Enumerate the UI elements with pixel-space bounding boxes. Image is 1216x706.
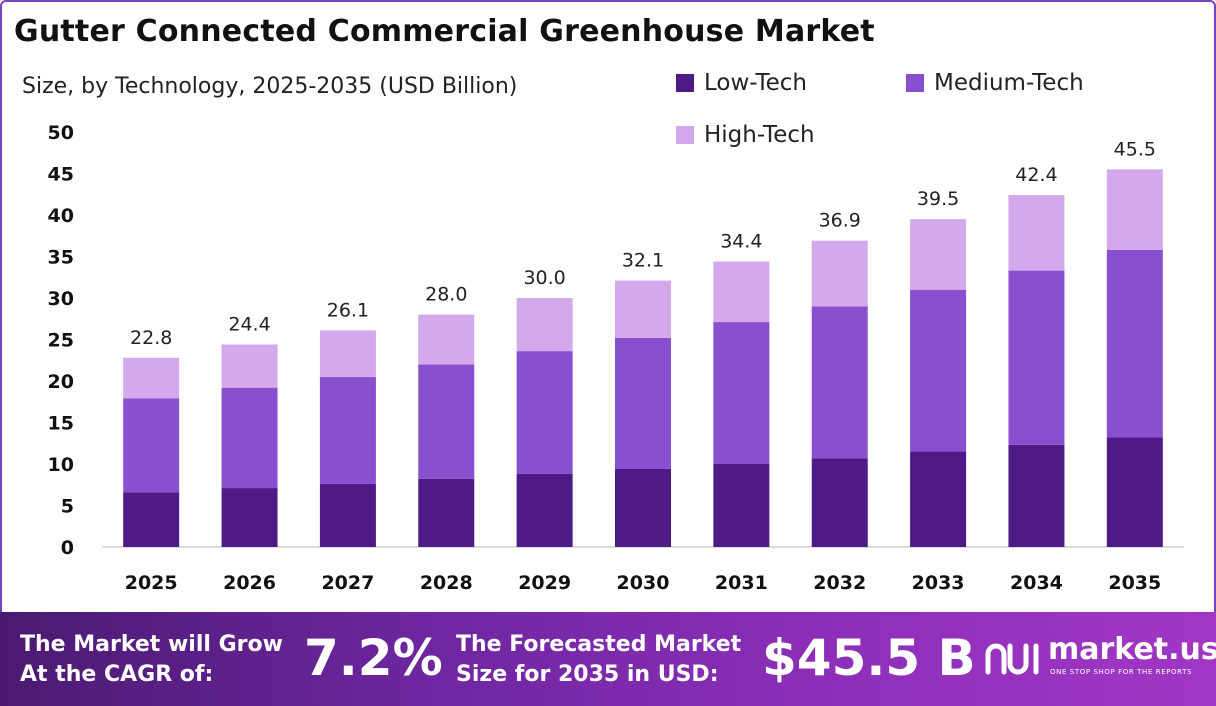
legend-swatch-low-tech — [676, 74, 694, 92]
legend-swatch-medium-tech — [906, 74, 924, 92]
x-tick-label: 2033 — [912, 572, 965, 594]
bar-segment-high-tech — [615, 280, 671, 338]
cagr-label: The Market will Grow At the CAGR of: — [20, 630, 283, 690]
bar-total-label: 36.9 — [819, 210, 861, 232]
bar-segment-high-tech — [418, 314, 475, 365]
legend-item-high-tech: High-Tech — [676, 122, 815, 148]
bar-total-label: 42.4 — [1015, 164, 1057, 186]
bar-segment-high-tech — [516, 298, 573, 352]
cagr-label-line2: At the CAGR of: — [20, 662, 214, 687]
bar-segment-medium-tech — [516, 351, 573, 474]
bar-segment-medium-tech — [713, 322, 770, 464]
bar-segment-low-tech — [516, 473, 573, 547]
x-tick-label: 2027 — [321, 572, 374, 594]
y-tick-label: 20 — [48, 371, 74, 393]
forecast-label-line2: Size for 2035 in USD: — [456, 662, 719, 687]
stacked-bar-chart: 0510152025303540455022.8202524.4202626.1… — [48, 122, 1184, 594]
bar-segment-medium-tech — [319, 376, 376, 484]
bar-segment-low-tech — [1008, 444, 1065, 547]
y-tick-label: 45 — [48, 164, 74, 186]
bar-segment-medium-tech — [811, 306, 868, 459]
y-tick-label: 0 — [61, 537, 74, 559]
y-tick-label: 40 — [48, 205, 74, 227]
y-tick-label: 35 — [48, 247, 74, 269]
bar-segment-low-tech — [418, 478, 475, 547]
y-tick-label: 30 — [48, 288, 74, 310]
market-us-logo-icon — [985, 643, 1039, 675]
y-tick-label: 15 — [48, 413, 74, 435]
x-tick-label: 2028 — [420, 572, 473, 594]
bar-segment-low-tech — [1106, 437, 1163, 547]
bar-segment-low-tech — [615, 468, 671, 547]
bar-total-label: 45.5 — [1114, 138, 1156, 160]
legend-item-medium-tech: Medium-Tech — [906, 70, 1084, 96]
x-tick-label: 2026 — [223, 572, 276, 594]
bar-total-label: 28.0 — [425, 284, 467, 306]
legend-item-low-tech: Low-Tech — [676, 70, 807, 96]
cagr-label-line1: The Market will Grow — [20, 632, 283, 657]
forecast-label-line1: The Forecasted Market — [456, 632, 742, 657]
bar-total-label: 32.1 — [622, 250, 664, 272]
bar-segment-high-tech — [1008, 195, 1065, 271]
y-tick-label: 50 — [48, 122, 74, 144]
x-tick-label: 2034 — [1010, 572, 1063, 594]
bar-segment-high-tech — [811, 240, 868, 307]
bar-segment-medium-tech — [1106, 249, 1163, 438]
bar-segment-high-tech — [910, 219, 967, 290]
cagr-value: 7.2% — [304, 629, 443, 687]
bar-segment-low-tech — [910, 451, 967, 547]
bar-segment-medium-tech — [1008, 270, 1065, 445]
legend-label-low-tech: Low-Tech — [704, 70, 807, 96]
chart-subtitle: Size, by Technology, 2025-2035 (USD Bill… — [22, 74, 518, 99]
bar-total-label: 39.5 — [917, 188, 959, 210]
bar-segment-high-tech — [123, 357, 180, 399]
chart-title: Gutter Connected Commercial Greenhouse M… — [14, 14, 875, 49]
bar-segment-medium-tech — [615, 337, 671, 469]
bar-segment-medium-tech — [910, 289, 967, 452]
bar-segment-high-tech — [713, 261, 770, 323]
bar-segment-low-tech — [713, 464, 770, 547]
bar-segment-medium-tech — [418, 364, 475, 479]
bar-total-label: 30.0 — [523, 267, 565, 289]
bar-total-label: 24.4 — [228, 313, 270, 335]
y-tick-label: 10 — [48, 454, 74, 476]
bar-total-label: 26.1 — [327, 299, 369, 321]
x-tick-label: 2025 — [125, 572, 178, 594]
forecast-label: The Forecasted Market Size for 2035 in U… — [456, 630, 741, 690]
legend-label-high-tech: High-Tech — [704, 122, 815, 148]
bar-segment-medium-tech — [123, 398, 180, 493]
bar-segment-high-tech — [1106, 169, 1163, 250]
bar-segment-high-tech — [221, 344, 278, 388]
bar-segment-low-tech — [123, 492, 180, 547]
footer-banner: The Market will Grow At the CAGR of: 7.2… — [0, 612, 1216, 706]
legend-label-medium-tech: Medium-Tech — [934, 70, 1084, 96]
bar-segment-low-tech — [319, 483, 376, 547]
y-tick-label: 5 — [61, 496, 74, 518]
y-tick-label: 25 — [48, 330, 74, 352]
brand-tagline: ONE STOP SHOP FOR THE REPORTS — [1050, 668, 1193, 676]
brand-name: market.us — [1048, 632, 1216, 667]
x-tick-label: 2029 — [518, 572, 571, 594]
x-tick-label: 2032 — [813, 572, 866, 594]
bar-segment-medium-tech — [221, 387, 278, 489]
bar-segment-high-tech — [319, 330, 376, 377]
bar-total-label: 22.8 — [130, 327, 172, 349]
x-tick-label: 2031 — [715, 572, 768, 594]
x-tick-label: 2030 — [617, 572, 670, 594]
x-tick-label: 2035 — [1108, 572, 1161, 594]
bar-total-label: 34.4 — [720, 230, 762, 252]
legend-swatch-high-tech — [676, 126, 694, 144]
bar-segment-low-tech — [221, 488, 278, 547]
forecast-value: $45.5 B — [762, 629, 976, 687]
bar-segment-low-tech — [811, 458, 868, 547]
